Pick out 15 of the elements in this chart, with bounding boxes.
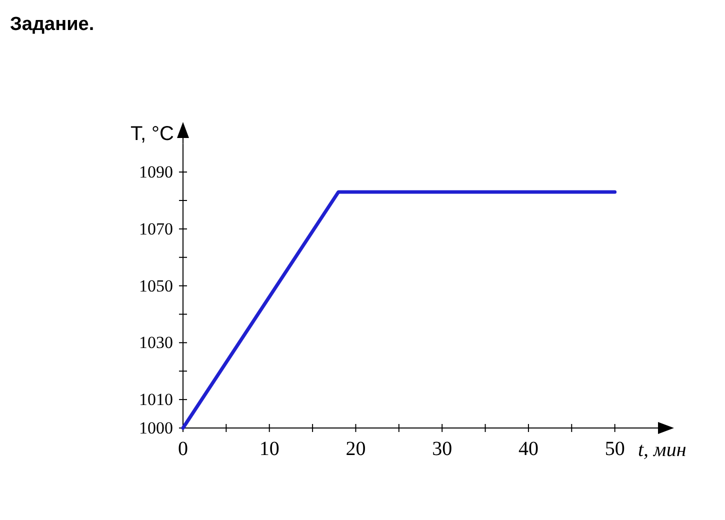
chart-title: Задание. bbox=[10, 14, 94, 35]
x-tick-label: 40 bbox=[518, 438, 538, 460]
x-tick-label: 10 bbox=[259, 438, 280, 460]
y-axis-title: T, °C bbox=[130, 123, 174, 145]
x-axis-title: t, мин bbox=[638, 439, 686, 461]
y-tick-label: 1030 bbox=[139, 333, 173, 352]
x-tick-label: 0 bbox=[178, 438, 188, 460]
y-tick-label: 1000 bbox=[139, 418, 173, 438]
y-tick-label: 1050 bbox=[139, 276, 173, 296]
x-tick-label: 50 bbox=[604, 438, 625, 460]
y-tick-label: 1010 bbox=[139, 390, 173, 409]
x-tick-label: 30 bbox=[432, 438, 452, 460]
x-tick-label: 20 bbox=[346, 438, 366, 460]
y-tick-label: 1070 bbox=[139, 219, 173, 238]
y-tick-label: 1090 bbox=[139, 162, 173, 182]
